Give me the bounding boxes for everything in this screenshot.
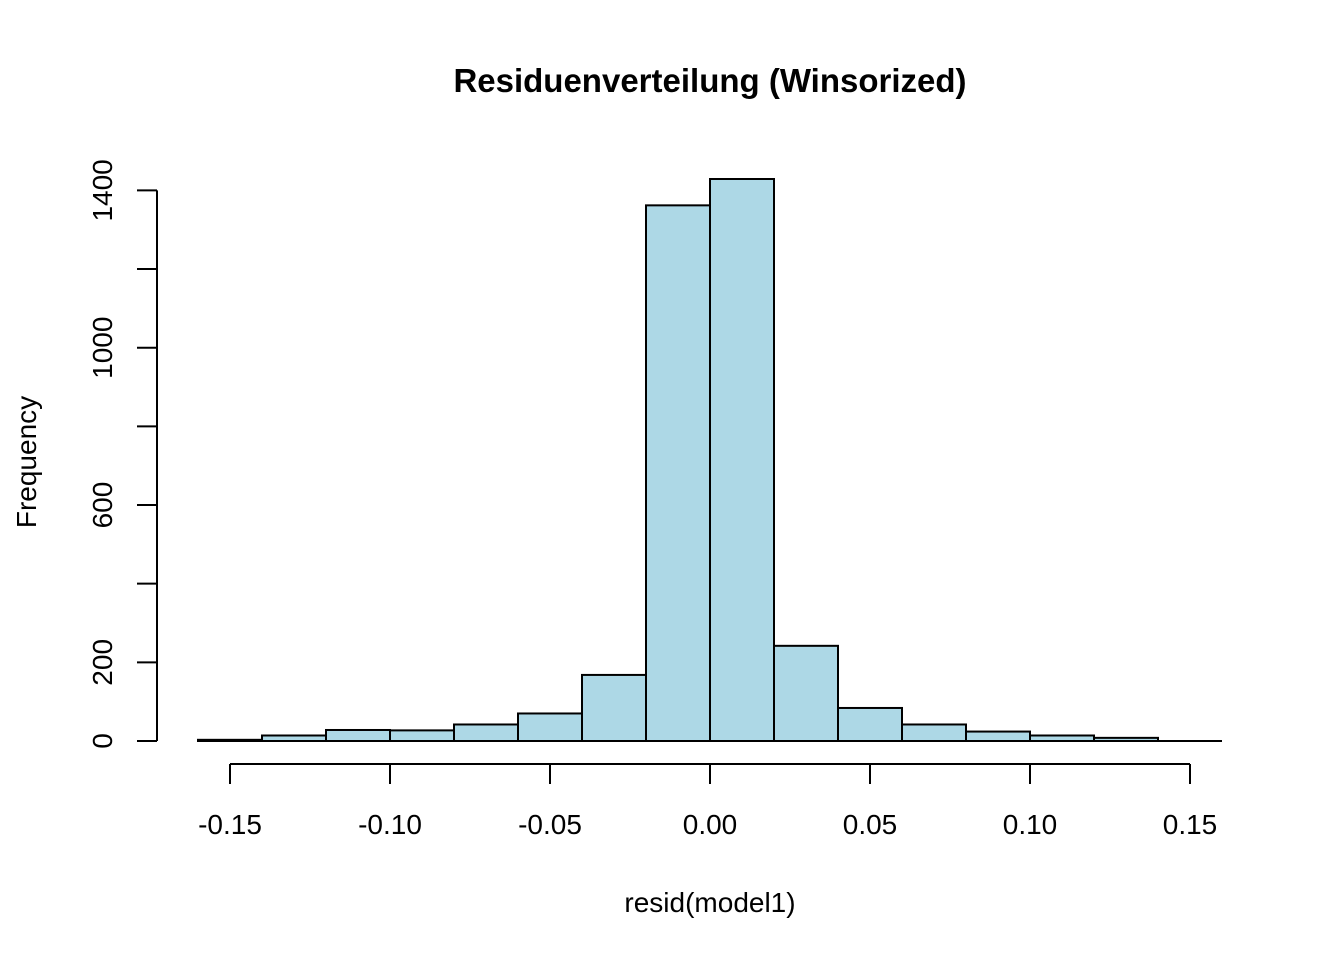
x-axis: -0.15 -0.10 -0.05 0.00 0.05 0.10 0.15 [198, 763, 1218, 840]
histogram-bar [197, 738, 263, 742]
x-tick-label: -0.15 [198, 809, 262, 840]
histogram-bar [325, 728, 391, 742]
histogram-bar [709, 178, 775, 742]
bars-group [197, 178, 1222, 743]
x-tick-label: 0.15 [1163, 809, 1218, 840]
histogram-bar [1029, 734, 1095, 743]
histogram-bar [453, 723, 519, 743]
x-tick-label: -0.05 [518, 809, 582, 840]
y-tick-label: 600 [87, 482, 118, 529]
histogram-bar [645, 204, 711, 742]
histogram-bar [1093, 736, 1159, 743]
histogram-bar [773, 644, 839, 742]
y-axis: 0 200 600 1000 1400 [87, 159, 158, 749]
histogram-bar [261, 734, 327, 743]
x-tick-label: 0.00 [683, 809, 738, 840]
histogram-bar [965, 730, 1031, 742]
y-tick-label: 1000 [87, 317, 118, 379]
y-tick-label: 200 [87, 639, 118, 686]
histogram-bar [517, 712, 583, 743]
y-tick-label: 1400 [87, 159, 118, 221]
y-axis-label: Frequency [11, 396, 42, 528]
histogram-bar [581, 673, 647, 743]
x-axis-label: resid(model1) [624, 887, 795, 918]
histogram-bar [837, 706, 903, 742]
x-tick-label: -0.10 [358, 809, 422, 840]
y-tick-label: 0 [87, 733, 118, 749]
histogram-bar [901, 723, 967, 743]
histogram-bar [389, 729, 455, 743]
x-tick-label: 0.10 [1003, 809, 1058, 840]
x-tick-label: 0.05 [843, 809, 898, 840]
chart-title: Residuenverteilung (Winsorized) [453, 62, 966, 99]
